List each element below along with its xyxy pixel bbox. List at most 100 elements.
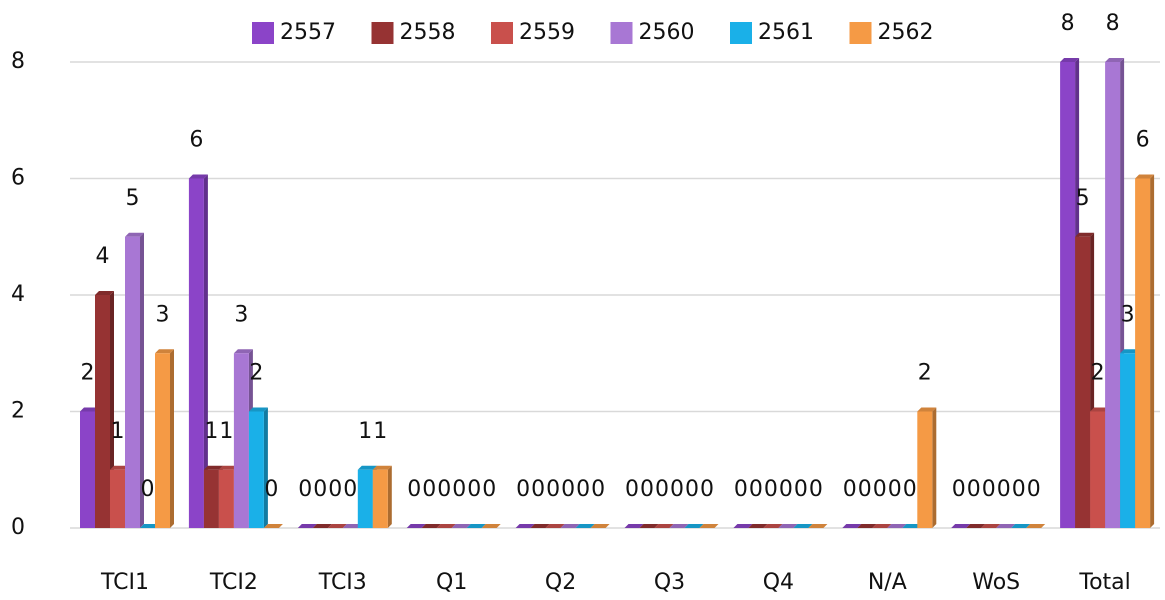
data-label: 1 xyxy=(219,419,233,444)
x-tick-label: TCI3 xyxy=(318,570,367,595)
x-tick-label: TCI1 xyxy=(100,570,149,595)
data-label: 0 xyxy=(546,477,560,502)
bar-top xyxy=(466,524,486,528)
bar xyxy=(1120,353,1136,528)
bar-top xyxy=(917,407,937,412)
bar-top xyxy=(372,465,392,470)
bar-top xyxy=(902,524,922,528)
bar-top xyxy=(763,524,783,528)
data-label: 0 xyxy=(482,477,496,502)
bar-top xyxy=(1090,407,1110,412)
data-label: 5 xyxy=(126,186,140,211)
bar-top xyxy=(188,174,208,179)
data-label: 0 xyxy=(967,477,981,502)
bar-top xyxy=(1026,524,1046,528)
data-label: 0 xyxy=(779,477,793,502)
bar xyxy=(95,295,110,528)
legend-label: 2561 xyxy=(758,20,814,45)
bar-top xyxy=(327,524,347,528)
legend-label: 2557 xyxy=(280,20,336,45)
data-label: 3 xyxy=(156,302,170,327)
bar xyxy=(1060,62,1076,528)
data-label: 4 xyxy=(96,244,110,269)
bar xyxy=(1090,411,1106,528)
legend-swatch xyxy=(730,22,752,44)
bar xyxy=(218,469,234,528)
bar-top xyxy=(125,232,144,237)
legend-label: 2560 xyxy=(639,20,695,45)
bar-top xyxy=(857,524,877,528)
x-tick-label: WoS xyxy=(972,570,1020,595)
bar-top xyxy=(808,524,828,528)
x-tick-label: Q1 xyxy=(436,570,467,595)
bar xyxy=(248,411,264,528)
bar-top xyxy=(140,524,159,528)
bar-top xyxy=(590,524,610,528)
data-label: 3 xyxy=(234,302,248,327)
data-label: 0 xyxy=(997,477,1011,502)
data-label: 0 xyxy=(328,477,342,502)
bar-top xyxy=(996,524,1016,528)
legend-swatch xyxy=(371,22,394,44)
data-label: 0 xyxy=(407,477,421,502)
bar-top xyxy=(639,524,659,528)
data-label: 0 xyxy=(625,477,639,502)
x-tick-label: Q4 xyxy=(763,570,794,595)
data-label: 0 xyxy=(467,477,481,502)
legend-swatch xyxy=(610,22,633,44)
bar-top xyxy=(560,524,580,528)
y-tick-label: 4 xyxy=(11,282,25,307)
data-label: 0 xyxy=(888,477,902,502)
data-label: 0 xyxy=(298,477,312,502)
legend-label: 2559 xyxy=(519,20,575,45)
bar-side xyxy=(203,174,208,528)
legend-label: 2562 xyxy=(878,20,934,45)
data-label: 0 xyxy=(264,477,278,502)
data-label: 0 xyxy=(670,477,684,502)
bar-side xyxy=(170,349,174,528)
bar-top xyxy=(1011,524,1031,528)
data-label: 0 xyxy=(903,477,917,502)
data-label: 1 xyxy=(204,419,218,444)
bar-top xyxy=(218,465,238,470)
bar-top xyxy=(872,524,892,528)
x-tick-label: Q2 xyxy=(545,570,576,595)
bar-top xyxy=(699,524,719,528)
data-label: 2 xyxy=(918,361,932,386)
data-label: 0 xyxy=(516,477,530,502)
bar-side xyxy=(1150,174,1155,528)
bar-top xyxy=(684,524,704,528)
data-label: 1 xyxy=(358,419,372,444)
bar-top xyxy=(357,465,377,470)
legend-swatch xyxy=(849,22,872,44)
bar-side xyxy=(387,465,392,528)
data-label: 0 xyxy=(422,477,436,502)
x-tick-label: Q3 xyxy=(654,570,685,595)
x-tick-label: TCI2 xyxy=(209,570,258,595)
data-label: 0 xyxy=(873,477,887,502)
x-tick-label: Total xyxy=(1078,570,1130,595)
bar-side xyxy=(263,407,268,528)
bar xyxy=(80,411,95,528)
bar xyxy=(917,411,933,528)
data-label: 0 xyxy=(640,477,654,502)
data-label: 0 xyxy=(313,477,327,502)
data-label: 0 xyxy=(1027,477,1041,502)
bar xyxy=(357,469,373,528)
data-label: 0 xyxy=(561,477,575,502)
data-label: 0 xyxy=(655,477,669,502)
bar-top xyxy=(951,524,971,528)
bar-top xyxy=(748,524,768,528)
bar-top xyxy=(248,407,268,412)
data-label: 6 xyxy=(1136,128,1150,153)
bar-top xyxy=(312,524,332,528)
y-tick-label: 0 xyxy=(11,515,25,540)
bar xyxy=(1105,62,1121,528)
bar-top xyxy=(421,524,441,528)
bar xyxy=(1135,178,1151,528)
data-label: 2 xyxy=(1091,361,1105,386)
bar-top xyxy=(1060,58,1080,62)
bar-top xyxy=(778,524,798,528)
bar-top xyxy=(481,524,501,528)
